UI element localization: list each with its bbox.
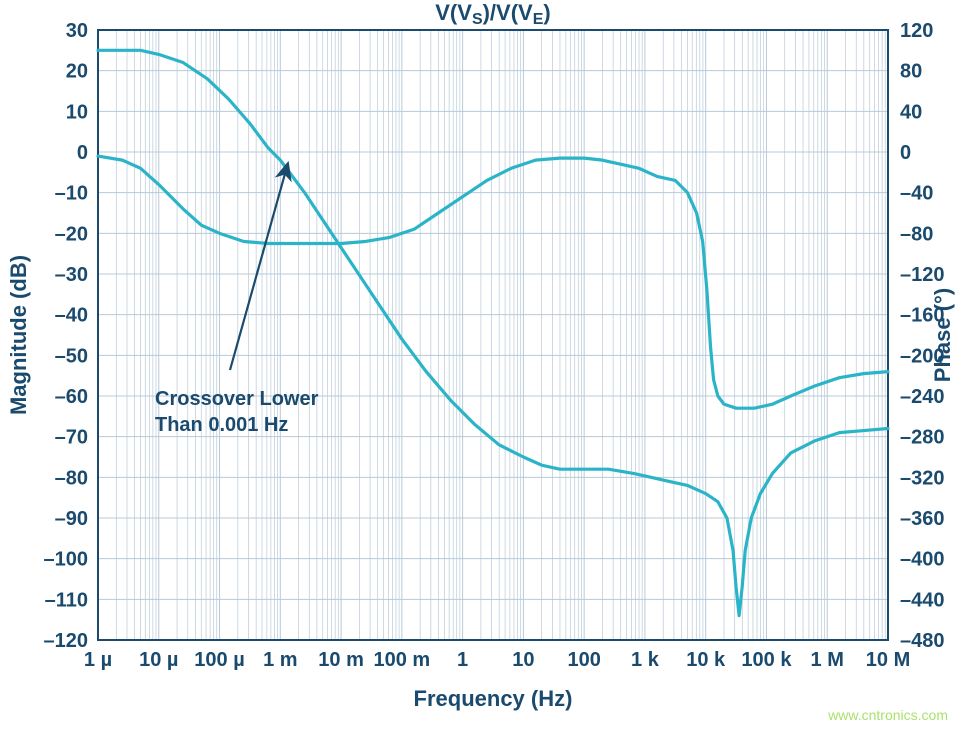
- x-tick: 10: [512, 649, 534, 671]
- y-right-label: Phase (°): [930, 288, 955, 382]
- y-left-label: Magnitude (dB): [6, 255, 31, 415]
- yleft-tick: –70: [55, 427, 88, 449]
- yleft-tick: 0: [77, 142, 88, 164]
- chart-bg: [0, 0, 963, 729]
- yright-tick: 120: [900, 20, 933, 42]
- yright-tick: –440: [900, 589, 945, 611]
- yright-tick: –400: [900, 549, 945, 571]
- yleft-tick: 10: [66, 101, 88, 123]
- yright-tick: 0: [900, 142, 911, 164]
- yleft-tick: –100: [44, 549, 89, 571]
- yright-tick: –320: [900, 467, 945, 489]
- x-tick: 1: [457, 649, 468, 671]
- x-tick: 1 µ: [84, 649, 112, 671]
- yright-tick: –40: [900, 183, 933, 205]
- annotation-line1: Crossover Lower: [155, 388, 319, 410]
- yright-tick: 40: [900, 101, 922, 123]
- x-tick: 100 µ: [194, 649, 244, 671]
- yleft-tick: –30: [55, 264, 88, 286]
- x-tick: 100 m: [373, 649, 430, 671]
- yleft-tick: –120: [44, 630, 89, 652]
- yleft-tick: –20: [55, 223, 88, 245]
- x-tick: 10 µ: [139, 649, 178, 671]
- x-tick: 10 k: [686, 649, 726, 671]
- yright-tick: –240: [900, 386, 945, 408]
- x-tick: 10 m: [318, 649, 364, 671]
- x-tick: 100: [567, 649, 600, 671]
- yright-tick: –280: [900, 427, 945, 449]
- yright-tick: –80: [900, 223, 933, 245]
- x-tick: 1 m: [263, 649, 297, 671]
- x-tick: 100 k: [741, 649, 792, 671]
- annotation-line2: Than 0.001 Hz: [155, 414, 288, 436]
- chart-svg: Crossover LowerThan 0.001 Hz3020100–10–2…: [0, 0, 963, 729]
- bode-chart: Crossover LowerThan 0.001 Hz3020100–10–2…: [0, 0, 963, 729]
- yleft-tick: –50: [55, 345, 88, 367]
- x-tick: 10 M: [866, 649, 910, 671]
- yleft-tick: –60: [55, 386, 88, 408]
- yright-tick: –360: [900, 508, 945, 530]
- x-tick: 1 k: [631, 649, 660, 671]
- yleft-tick: –10: [55, 183, 88, 205]
- yright-tick: 80: [900, 61, 922, 83]
- yleft-tick: –110: [45, 589, 88, 611]
- x-tick: 1 M: [811, 649, 844, 671]
- yleft-tick: 30: [66, 20, 88, 42]
- watermark: www.cntronics.com: [827, 707, 948, 723]
- yright-tick: –120: [900, 264, 945, 286]
- yleft-tick: 20: [66, 61, 88, 83]
- x-axis-label: Frequency (Hz): [414, 686, 573, 711]
- yleft-tick: –80: [55, 467, 88, 489]
- yleft-tick: –40: [55, 305, 88, 327]
- yleft-tick: –90: [55, 508, 88, 530]
